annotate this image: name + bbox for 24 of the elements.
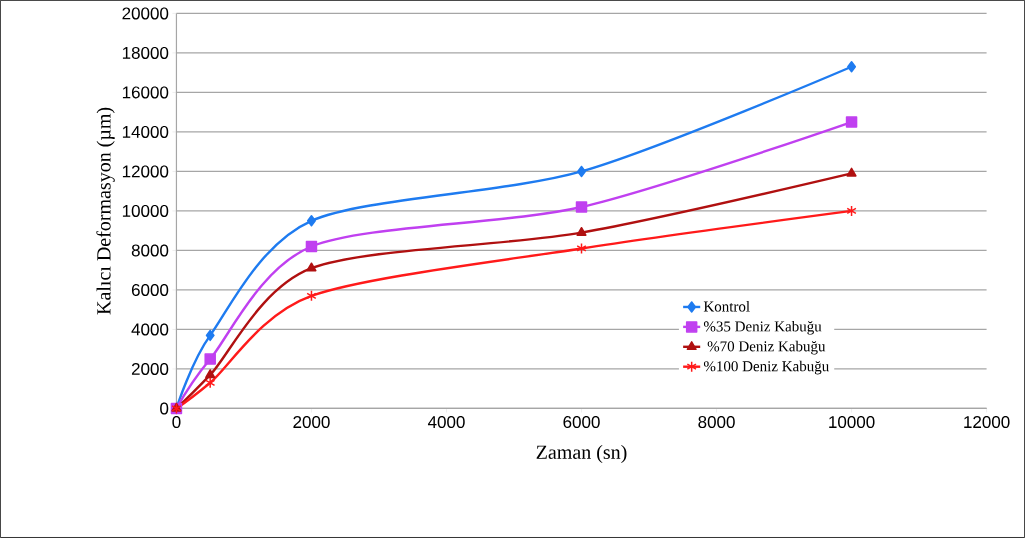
y-tick-label: 4000 [131, 323, 169, 336]
legend-label: %35 Deniz Kabuğu [703, 320, 822, 335]
y-tick-label: 12000 [122, 165, 169, 178]
y-axis-title: Kalıcı Deformasyon (µm) [96, 107, 115, 315]
y-tick-label: 2000 [131, 362, 169, 376]
legend-label: %100 Deniz Kabuğu [703, 360, 829, 375]
x-tick-label: 10000 [829, 416, 875, 429]
x-tick-label: 8000 [698, 416, 735, 429]
x-axis-title: Zaman (sn) [536, 444, 627, 464]
legend-label: %70 Deniz Kabuğu [707, 340, 826, 355]
y-tick-label: 16000 [122, 86, 169, 99]
y-tick-label: 14000 [122, 125, 169, 138]
x-tick-label: 12000 [964, 416, 1010, 429]
y-tick-label: 20000 [122, 7, 169, 20]
legend-label: Kontrol [703, 301, 750, 312]
y-tick-label: 18000 [122, 46, 169, 59]
x-tick-label: 2000 [293, 416, 330, 429]
x-tick-label: 6000 [563, 416, 600, 429]
y-tick-label: 10000 [122, 204, 169, 218]
x-tick-label: 4000 [427, 416, 465, 429]
y-tick-label: 6000 [131, 283, 169, 297]
x-tick-label: 0 [172, 416, 181, 429]
y-tick-label: 0 [160, 402, 169, 415]
y-tick-label: 8000 [131, 244, 169, 257]
